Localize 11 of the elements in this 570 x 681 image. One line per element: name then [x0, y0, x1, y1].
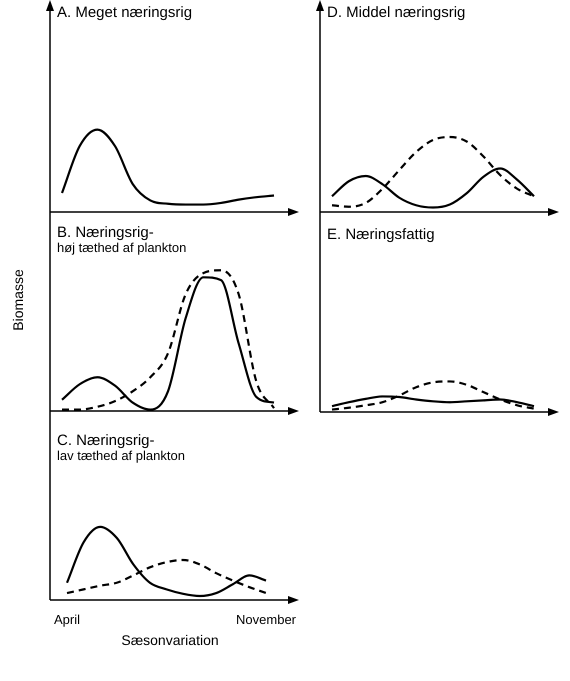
- chart-title: A. Meget næringsrig: [57, 4, 192, 22]
- x-tick-label: November: [236, 611, 297, 626]
- x-axis-title: Sæsonvariation: [120, 632, 220, 648]
- y-axis-title: Biomasse: [10, 269, 26, 331]
- chart-title: C. Næringsrig-: [57, 432, 156, 450]
- chart-title: E. Næringsfattig: [327, 226, 435, 244]
- chart-title: B. Næringsrig-: [57, 224, 155, 242]
- chart-subtitle: høj tæthed af plankton: [57, 240, 186, 256]
- chart-subtitle: lav tæthed af plankton: [57, 448, 185, 464]
- x-tick-label: April: [54, 611, 80, 626]
- chart-title: D. Middel næringsrig: [327, 4, 466, 22]
